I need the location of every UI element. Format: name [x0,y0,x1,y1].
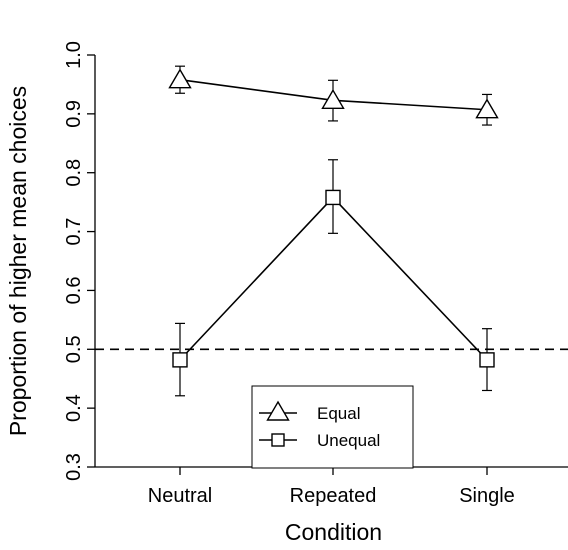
y-tick-label: 0.6 [63,277,85,305]
x-tick-label: Repeated [290,485,377,507]
y-tick-label: 0.3 [63,453,85,481]
series-unequal [172,159,495,397]
x-ticks: Neutral Repeated Single [148,467,515,507]
legend-label-equal: Equal [317,404,360,423]
y-tick-label: 0.5 [63,335,85,363]
legend-marker-equal [266,400,290,421]
data-point-square [325,189,341,206]
y-tick-label: 0.8 [63,159,85,187]
x-tick-label: Neutral [148,485,212,507]
legend-label-unequal: Unequal [317,431,380,450]
y-axis-title: Proportion of higher mean choices [5,86,31,436]
data-point-triangle [168,68,192,89]
data-point-square [479,352,495,368]
y-tick-label: 0.7 [63,218,85,246]
legend-marker-unequal [271,433,285,447]
data-point-triangle [475,98,499,119]
y-tick-label: 0.4 [63,394,85,422]
y-tick-label: 0.9 [63,100,85,128]
series-layer [168,65,499,397]
x-axis-title: Condition [285,519,382,545]
y-tick-label: 1.0 [63,41,85,69]
legend-box [251,385,414,469]
legend-entry-unequal: Unequal [259,431,380,450]
legend: Equal Unequal [251,385,414,469]
series-equal [168,65,499,126]
y-ticks: 0.3 0.4 0.5 0.6 0.7 0.8 0.9 1.0 [63,41,95,481]
data-point-square [172,352,188,368]
x-tick-label: Single [459,485,515,507]
axes: 0.3 0.4 0.5 0.6 0.7 0.8 0.9 1.0 Neutral Repeated… [63,41,568,507]
data-point-triangle [321,88,345,110]
legend-entry-equal: Equal [259,400,360,423]
